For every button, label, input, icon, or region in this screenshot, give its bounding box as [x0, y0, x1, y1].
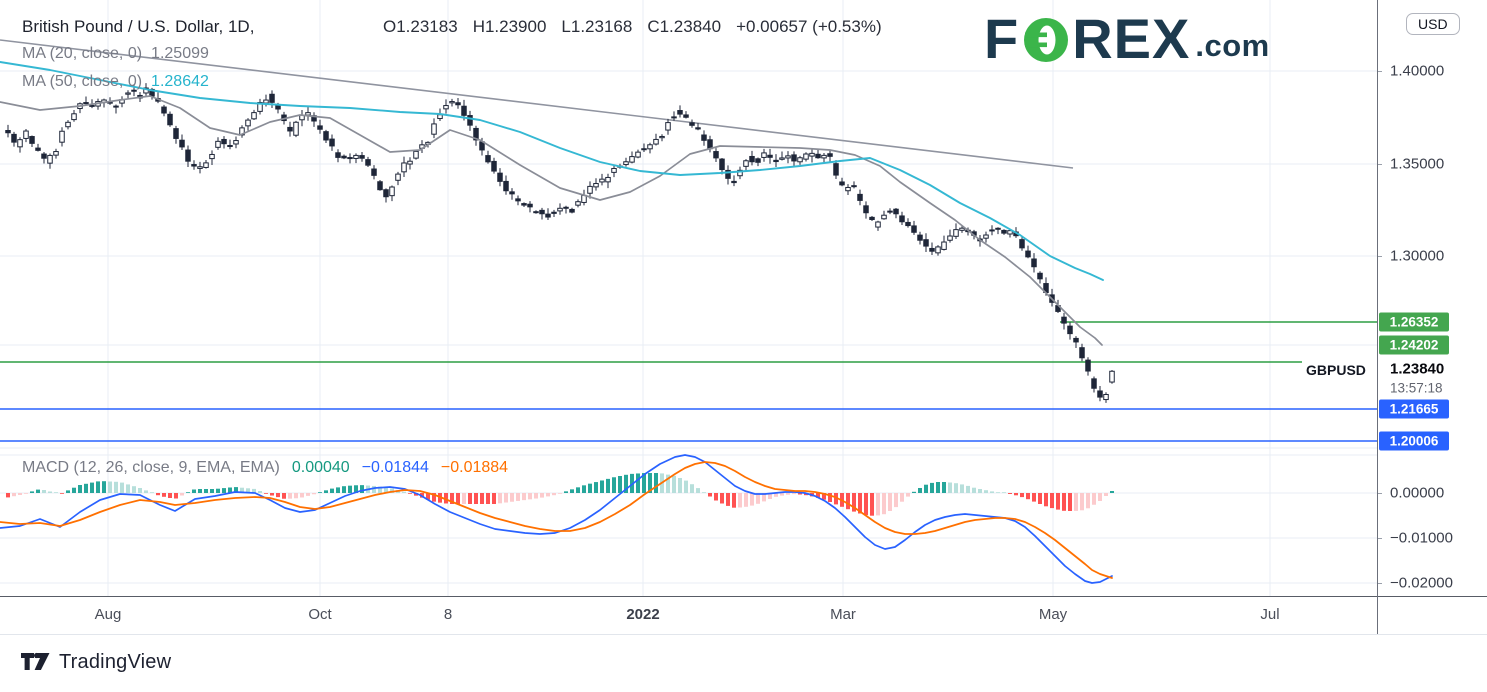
time-axis-label-oct: Oct	[308, 606, 332, 623]
ohlc-low: L1.23168	[561, 17, 633, 36]
symbol-title: British Pound / U.S. Dollar, 1D,	[22, 17, 255, 36]
price-axis-tick	[1377, 256, 1382, 257]
macd-axis-label: −0.02000	[1390, 574, 1453, 592]
macd-signal-line	[0, 461, 1113, 579]
price-levels	[0, 321, 1377, 442]
tradingview-label: TradingView	[59, 651, 172, 673]
ohlc-high: H1.23900	[472, 17, 547, 36]
price-axis-tick	[1377, 71, 1382, 72]
ohlc-values: O1.23183 H1.23900 L1.23168 C1.23840 +0.00657…	[383, 17, 897, 37]
ma50-value: 1.28642	[151, 73, 209, 90]
time-axis-label-2022: 2022	[626, 606, 660, 623]
last-price-label: 1.23840	[1390, 360, 1445, 378]
forex-logo-rex: REX	[1072, 7, 1191, 70]
ma20-value: 1.25099	[151, 45, 209, 62]
macd-line-value: −0.01844	[361, 459, 429, 476]
axis-separator	[1377, 0, 1378, 634]
currency-badge: USD	[1406, 13, 1460, 35]
macd-histogram	[6, 473, 1114, 516]
ohlc-open: O1.23183	[383, 17, 458, 36]
ohlc-change: +0.00657 (+0.53%)	[736, 17, 882, 36]
ma50-legend: MA (50, close, 0) 1.28642	[22, 73, 209, 91]
symbol-price-label: GBPUSD	[1306, 362, 1366, 378]
time-axis-separator	[0, 596, 1487, 597]
forex-com-logo: F REX .com	[984, 7, 1270, 70]
price-axis[interactable]: USD 1.40000 1.35000 1.30000 0.00000 −0.01000…	[1377, 0, 1487, 634]
ma50-label: MA (50, close, 0)	[22, 73, 143, 90]
ma20-legend: MA (20, close, 0) 1.25099	[22, 45, 209, 63]
price-axis-label: 1.40000	[1390, 62, 1445, 80]
time-axis-label-aug: Aug	[94, 606, 122, 623]
ma20-line	[0, 95, 1103, 346]
macd-signal-value: −0.01884	[440, 459, 509, 476]
time-axis-label-mar: Mar	[830, 606, 856, 623]
price-axis-label: 1.30000	[1390, 247, 1445, 265]
tradingview-logo: TradingView	[21, 651, 171, 674]
ma50-line	[0, 61, 1104, 281]
tradingview-mark-icon	[21, 652, 50, 670]
macd-label: MACD (12, 26, close, 9, EMA, EMA)	[22, 459, 280, 476]
price-level-badge: 1.21665	[1379, 399, 1449, 419]
price-level-badge: 1.20006	[1379, 431, 1449, 451]
price-axis-tick	[1377, 164, 1382, 165]
ohlc-close: C1.23840	[647, 17, 722, 36]
time-axis-label-jul: Jul	[1260, 606, 1280, 623]
trendline	[0, 39, 1074, 169]
macd-legend: MACD (12, 26, close, 9, EMA, EMA) 0.00040…	[22, 459, 508, 477]
time-axis[interactable]: Aug Oct 8 2022 Mar May Jul	[0, 597, 1487, 634]
price-level-badge: 1.24202	[1379, 335, 1449, 355]
price-chart-canvas[interactable]	[0, 0, 1377, 597]
forex-logo-com: .com	[1195, 28, 1270, 63]
ma20-label: MA (20, close, 0)	[22, 45, 143, 62]
macd-axis-label: 0.00000	[1390, 484, 1445, 502]
widget-bottom-border	[0, 634, 1487, 635]
macd-hist-value: 0.00040	[291, 459, 350, 476]
forex-logo-o-icon	[1024, 18, 1069, 62]
time-axis-label-8: 8	[443, 606, 453, 623]
candles	[5, 83, 1115, 403]
macd-line	[0, 454, 1113, 584]
forex-logo-f: F	[984, 7, 1020, 70]
macd-axis-label: −0.01000	[1390, 529, 1453, 547]
macd-axis-tick	[1377, 583, 1382, 584]
price-axis-label: 1.35000	[1390, 155, 1445, 173]
macd-axis-tick	[1377, 538, 1382, 539]
time-axis-label-may: May	[1038, 606, 1068, 623]
macd-axis-tick	[1377, 493, 1382, 494]
bar-countdown: 13:57:18	[1390, 380, 1443, 396]
price-level-badge: 1.26352	[1379, 312, 1449, 332]
